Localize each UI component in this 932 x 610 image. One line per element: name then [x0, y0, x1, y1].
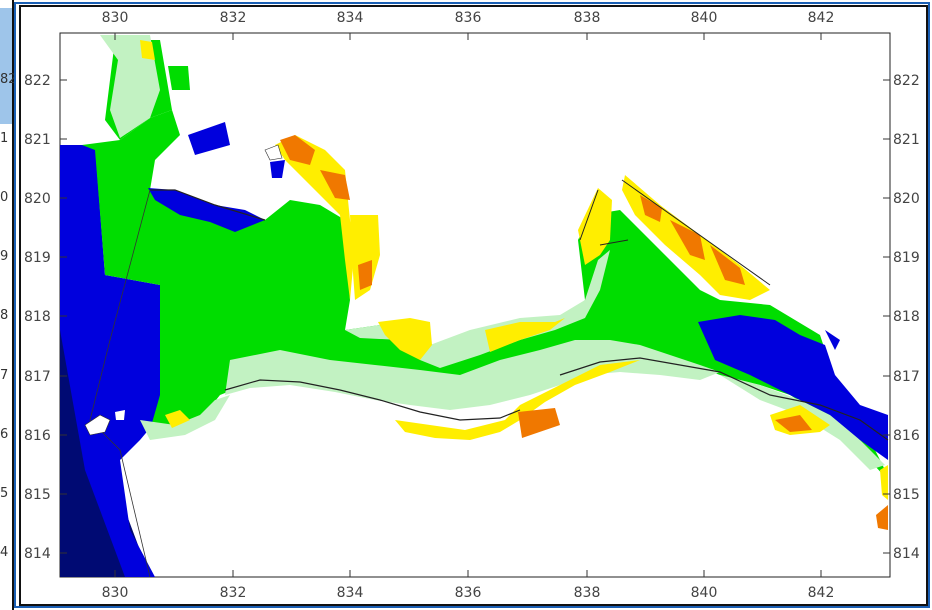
y-tick-label: 818 — [893, 309, 920, 325]
y-tick-label: 816 — [893, 428, 920, 444]
y-tick-label: 814 — [24, 546, 51, 562]
x-tick-label: 842 — [808, 10, 835, 26]
x-tick-label: 830 — [102, 585, 129, 601]
y-tick-label: 820 — [24, 191, 51, 207]
y-tick-label: 819 — [893, 250, 920, 266]
y-tick-label: 822 — [24, 73, 51, 89]
x-tick-label: 836 — [455, 10, 482, 26]
y-tick-label: 817 — [24, 369, 51, 385]
x-tick-label: 832 — [220, 585, 247, 601]
x-tick-label: 832 — [220, 10, 247, 26]
y-tick-label: 822 — [893, 73, 920, 89]
y-tick-label: 819 — [24, 250, 51, 266]
y-tick-label: 820 — [893, 191, 920, 207]
x-tick-label: 838 — [574, 10, 601, 26]
plot-area — [60, 33, 890, 577]
orange-pier-east — [358, 260, 372, 290]
y-tick-label: 815 — [24, 487, 51, 503]
x-tick-label: 840 — [691, 10, 718, 26]
x-tick-label: 840 — [691, 585, 718, 601]
y-tick-label: 818 — [24, 309, 51, 325]
y-tick-label: 815 — [893, 487, 920, 503]
y-tick-label: 821 — [24, 132, 51, 148]
y-tick-label: 814 — [893, 546, 920, 562]
x-tick-label: 834 — [337, 585, 364, 601]
y-tick-label: 817 — [893, 369, 920, 385]
x-tick-label: 836 — [455, 585, 482, 601]
x-tick-label: 838 — [574, 585, 601, 601]
y-tick-label: 821 — [893, 132, 920, 148]
x-tick-label: 842 — [808, 585, 835, 601]
x-tick-label: 834 — [337, 10, 364, 26]
x-tick-label: 830 — [102, 10, 129, 26]
y-tick-label: 816 — [24, 428, 51, 444]
